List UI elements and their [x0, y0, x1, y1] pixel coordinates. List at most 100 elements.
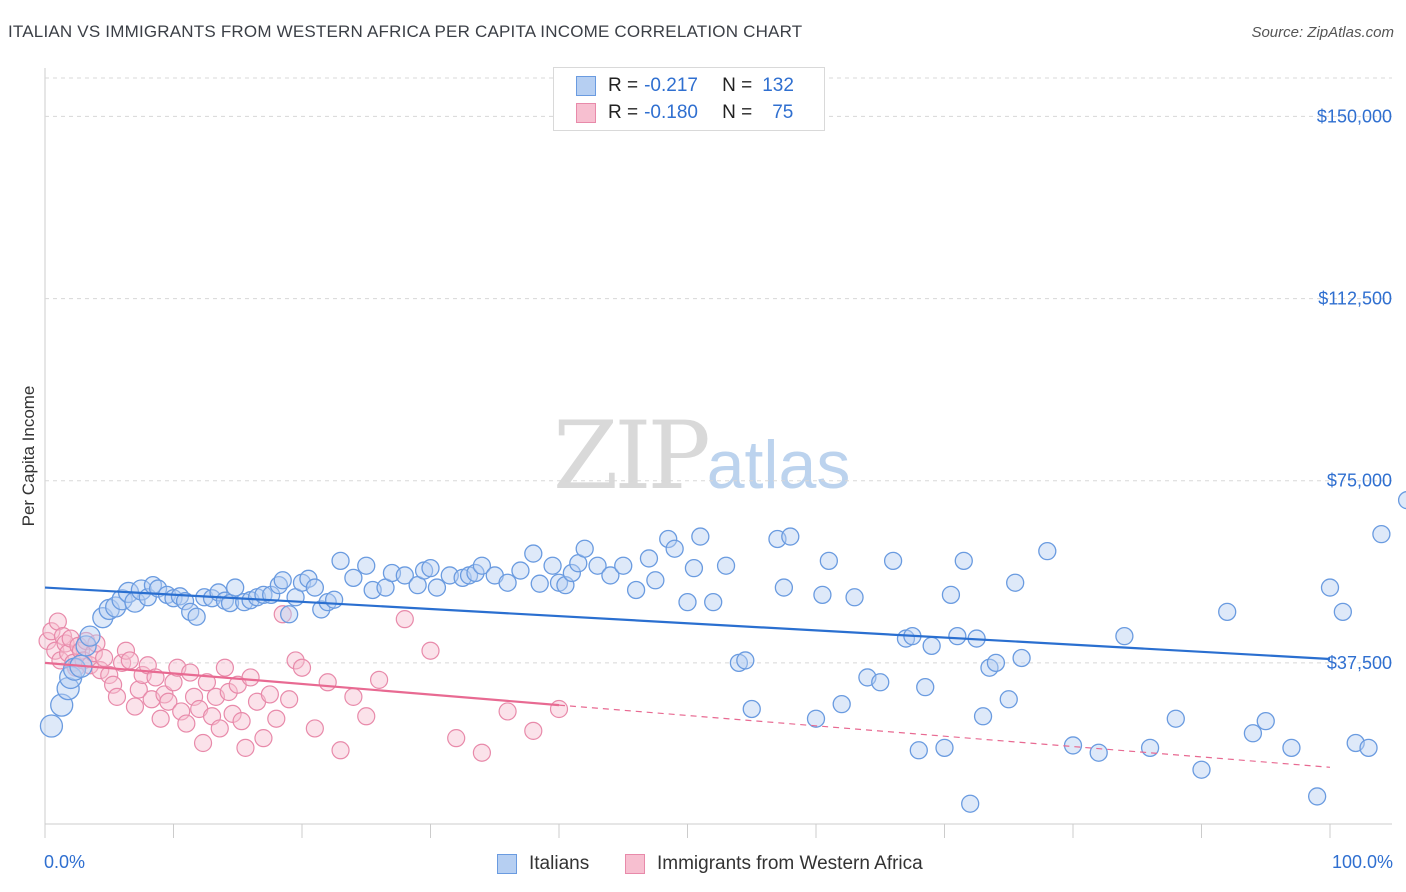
western-africa-point	[280, 690, 299, 709]
italians-point	[781, 527, 800, 546]
italians-point	[331, 551, 350, 571]
western-africa-point	[210, 719, 229, 738]
western-africa-point	[318, 673, 337, 692]
italians-point	[1063, 736, 1083, 755]
italians-point	[1243, 724, 1263, 743]
italians-point	[961, 794, 980, 813]
watermark-zip: ZIP	[553, 402, 711, 511]
italians-point	[324, 590, 344, 609]
bottom-legend-label-italians: Italians	[529, 853, 590, 874]
italians-point	[472, 556, 492, 575]
western-africa-point	[357, 707, 376, 726]
italians-point	[312, 600, 331, 619]
italians-point	[691, 527, 710, 546]
western-africa-point	[177, 714, 196, 733]
italians-point	[524, 544, 543, 563]
italians-point	[845, 588, 864, 607]
western-africa-point	[395, 610, 414, 629]
italians-point	[175, 592, 195, 611]
legend-row-italians: R = -0.217 N = 132	[576, 74, 794, 98]
bottom-legend-italians: Italians	[497, 852, 589, 876]
western-africa-point	[232, 712, 251, 731]
italians-point	[1038, 541, 1057, 561]
italians-point	[588, 556, 607, 575]
bottom-legend-swatch-italians	[497, 854, 517, 874]
western-africa-point	[370, 670, 389, 689]
western-africa-point	[236, 738, 255, 757]
italians-point	[883, 551, 903, 571]
western-africa-point	[498, 702, 517, 721]
western-africa-point	[159, 692, 178, 711]
italians-point	[1397, 491, 1406, 510]
legend-swatch-italians	[576, 76, 596, 96]
x-tick-label-max: 100.0%	[1331, 852, 1393, 872]
italians-point	[1006, 573, 1025, 592]
western-africa-point	[524, 721, 543, 740]
western-africa-point	[151, 709, 170, 728]
italians-point	[62, 657, 87, 681]
western-africa-trendline-extension	[558, 704, 1331, 768]
western-africa-point	[120, 651, 139, 670]
italians-point	[1218, 602, 1237, 622]
italians-point	[1372, 524, 1391, 544]
italians-point	[427, 578, 447, 597]
source-label: Source: ZipAtlas.com	[1251, 24, 1394, 41]
legend-n-value: 75	[772, 102, 794, 123]
italians-point	[954, 551, 973, 571]
western-africa-point	[286, 651, 305, 670]
legend-r-label: R =	[608, 75, 639, 96]
italians-point	[948, 626, 967, 646]
italians-point	[639, 549, 659, 568]
italians-point	[646, 571, 665, 590]
italians-point	[626, 580, 646, 600]
italians-point	[935, 738, 954, 758]
y-tick-label: $150,000	[1317, 106, 1392, 126]
italians-point	[562, 563, 581, 583]
western-africa-point	[125, 697, 145, 716]
italians-point	[742, 699, 761, 719]
italians-point	[819, 551, 838, 571]
legend-n-value: 132	[762, 75, 794, 96]
y-tick-label: $112,500	[1318, 289, 1392, 309]
italians-point	[871, 673, 890, 692]
italians-point	[575, 539, 594, 558]
italians-point	[614, 556, 633, 575]
western-africa-point	[421, 641, 440, 660]
italians-point	[357, 556, 376, 575]
italians-point	[305, 578, 325, 597]
western-africa-point	[273, 605, 292, 624]
italians-point	[530, 574, 549, 593]
bottom-legend-western-africa: Immigrants from Western Africa	[625, 852, 923, 876]
watermark: ZIPatlas	[553, 402, 850, 511]
italians-point	[1282, 738, 1301, 758]
italians-point	[659, 529, 678, 549]
italians-point	[813, 585, 832, 605]
y-tick-label: $37,500	[1327, 653, 1392, 673]
italians-point	[498, 573, 517, 592]
western-africa-point	[267, 709, 286, 728]
italians-point	[1089, 743, 1108, 762]
y-tick-label: $75,000	[1327, 471, 1392, 491]
legend-row-western-africa: R = -0.180 N = 75	[576, 101, 793, 125]
italians-point	[1359, 738, 1378, 758]
western-africa-point	[181, 663, 200, 682]
legend-r-label: R =	[608, 102, 639, 123]
western-africa-trendline	[44, 661, 560, 707]
italians-point	[665, 539, 684, 558]
bottom-legend-swatch-western-africa	[625, 854, 645, 874]
italians-point	[986, 653, 1006, 673]
italians-point	[999, 690, 1018, 709]
italians-point	[511, 561, 530, 580]
western-africa-point	[116, 641, 136, 660]
italians-point	[601, 566, 620, 585]
western-africa-point	[260, 685, 279, 704]
italians-point	[736, 651, 755, 670]
italians-point	[832, 694, 851, 714]
italians-point	[1115, 626, 1134, 646]
western-africa-point	[305, 719, 324, 738]
western-africa-point	[95, 648, 114, 668]
italians-point	[774, 578, 794, 597]
italians-point	[226, 578, 245, 597]
italians-point	[543, 556, 562, 575]
